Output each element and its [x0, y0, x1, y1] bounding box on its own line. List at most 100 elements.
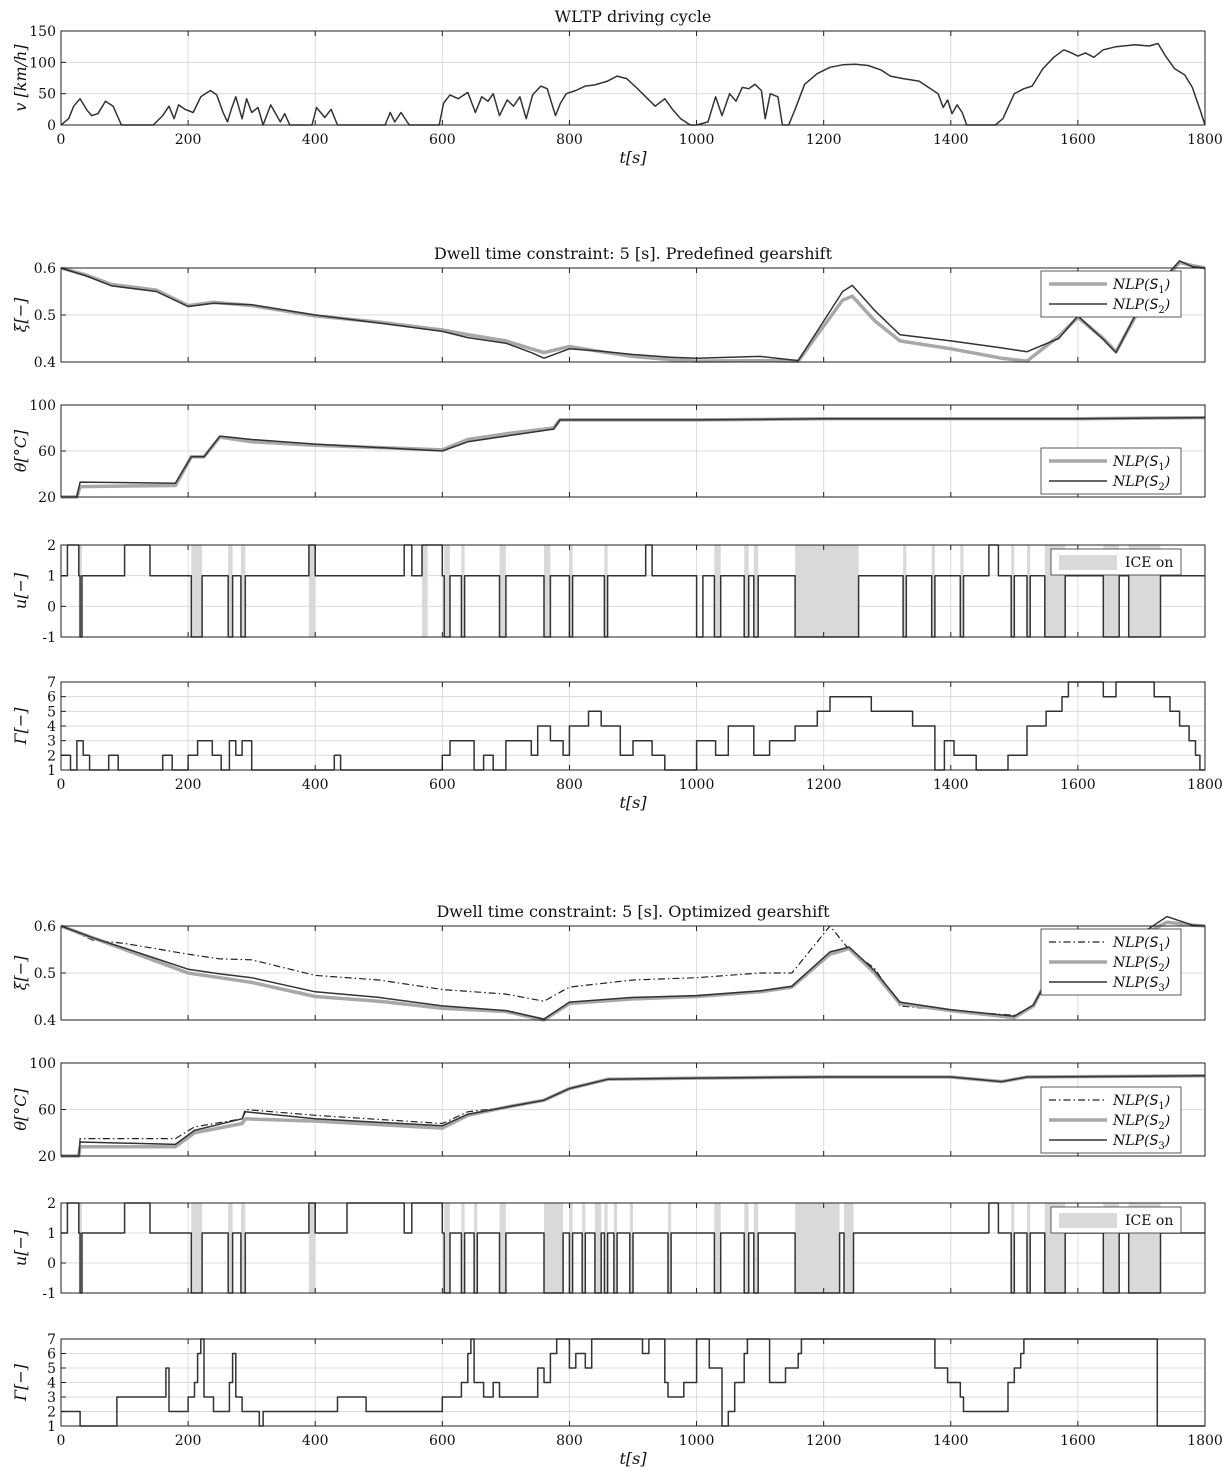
- series-line-main: [61, 44, 1205, 126]
- legend: NLP(S1)NLP(S2): [1041, 271, 1181, 317]
- y-tick-label: 0.4: [34, 355, 56, 371]
- series-line-nlps2: [61, 418, 1205, 497]
- y-tick-label: 20: [38, 490, 56, 506]
- x-tick-label: 800: [556, 132, 583, 148]
- chart-title: WLTP driving cycle: [555, 7, 712, 26]
- axes-box: [61, 31, 1205, 125]
- x-tick-label: 400: [302, 132, 329, 148]
- series-line-main: [61, 545, 1205, 637]
- y-axis-label: Γ[−]: [11, 707, 30, 746]
- x-tick-label: 1600: [1060, 132, 1096, 148]
- x-tick-label: 1200: [806, 132, 842, 148]
- x-tick-label: 1200: [806, 777, 842, 793]
- x-tick-label: 400: [302, 1433, 329, 1449]
- ice-on-region: [444, 1203, 450, 1293]
- chart-panel-p3: -1 0 1 2 u[−] ICE on: [11, 538, 1205, 646]
- legend-swatch: [1059, 1213, 1117, 1228]
- y-tick-label: 7: [47, 1332, 56, 1348]
- series-line-nlps1: [61, 418, 1205, 497]
- x-tick-label: 600: [429, 777, 456, 793]
- series-line-nlps1: [61, 1076, 1205, 1156]
- y-tick-label: 2: [47, 538, 56, 554]
- legend: ICE on: [1051, 1207, 1181, 1233]
- y-tick-label: 0.6: [34, 919, 56, 935]
- series-line-nlps3: [61, 917, 1205, 1020]
- y-tick-label: 3: [47, 734, 56, 750]
- y-tick-label: 3: [47, 1390, 56, 1406]
- chart-title: Dwell time constraint: 5 [s]. Predefined…: [434, 244, 833, 263]
- y-tick-label: 0: [47, 118, 56, 134]
- x-axis-label: t[s]: [619, 1449, 647, 1468]
- ice-on-region: [191, 1203, 202, 1293]
- x-tick-label: 0: [57, 132, 66, 148]
- x-tick-label: 1600: [1060, 777, 1096, 793]
- x-axis-label: t[s]: [619, 793, 647, 812]
- y-tick-label: 20: [38, 1149, 56, 1165]
- x-tick-label: 200: [175, 777, 202, 793]
- legend: NLP(S1)NLP(S2)NLP(S3): [1041, 1087, 1181, 1153]
- y-tick-label: 100: [29, 1056, 56, 1072]
- ice-on-region: [714, 1203, 720, 1293]
- x-tick-label: 1400: [933, 1433, 969, 1449]
- y-tick-label: 0: [47, 599, 56, 615]
- y-tick-label: 50: [38, 87, 56, 103]
- y-axis-label: Γ[−]: [11, 1363, 30, 1402]
- chart-panel-p1: 0.4 0.5 0.6 Dwell time constraint: 5 [s]. P…: [11, 244, 1205, 371]
- chart-panel-p2: 20 60 100 θ[°C] NLP(S1)NLP(S2): [11, 398, 1205, 506]
- x-tick-label: 800: [556, 1433, 583, 1449]
- chart-panel-p5: 0.40.50.6Dwell time constraint: 5 [s]. O…: [11, 902, 1205, 1029]
- ice-on-region: [795, 545, 859, 637]
- series-line-nlps1: [61, 262, 1205, 361]
- ice-on-region: [595, 1203, 601, 1293]
- y-tick-label: 1: [47, 1226, 56, 1242]
- ice-on-region: [422, 545, 428, 637]
- ice-on-region: [309, 545, 315, 637]
- y-tick-label: 0.5: [34, 308, 56, 324]
- y-tick-label: 0: [47, 1256, 56, 1272]
- ice-on-region: [714, 545, 720, 637]
- x-tick-label: 1600: [1060, 1433, 1096, 1449]
- y-axis-label: θ[°C]: [11, 1088, 30, 1131]
- x-tick-label: 200: [175, 132, 202, 148]
- y-tick-label: 100: [29, 55, 56, 71]
- x-tick-label: 1000: [679, 1433, 715, 1449]
- ice-on-region: [544, 545, 550, 637]
- series-line-nlps2: [61, 261, 1205, 361]
- x-tick-label: 600: [429, 1433, 456, 1449]
- y-axis-label: θ[°C]: [11, 429, 30, 472]
- ice-on-region: [191, 545, 202, 637]
- y-tick-label: 7: [47, 675, 56, 691]
- x-tick-label: 1800: [1187, 1433, 1223, 1449]
- x-tick-label: 800: [556, 777, 583, 793]
- y-tick-label: 4: [47, 719, 56, 735]
- y-tick-label: -1: [42, 1286, 56, 1302]
- y-tick-label: -1: [42, 630, 56, 646]
- x-tick-label: 1800: [1187, 132, 1223, 148]
- y-tick-label: 4: [47, 1376, 56, 1392]
- series-line-nlps3: [61, 1076, 1205, 1156]
- y-tick-label: 0.6: [34, 261, 56, 277]
- y-tick-label: 60: [38, 444, 56, 460]
- chart-panel-p4: 0 200 400 600 800 1000 1200 1400 1600 18001234567…: [11, 675, 1223, 812]
- x-tick-label: 0: [57, 777, 66, 793]
- y-tick-label: 6: [47, 1347, 56, 1363]
- x-tick-label: 1400: [933, 777, 969, 793]
- x-tick-label: 1400: [933, 132, 969, 148]
- chart-panel-p6: 20 60 100 θ[°C] NLP(S1)NLP(S2)NLP(S3): [11, 1056, 1205, 1165]
- series-line-nlps2: [61, 1076, 1205, 1156]
- y-tick-label: 2: [47, 748, 56, 764]
- y-tick-label: 60: [38, 1103, 56, 1119]
- x-axis-label: t[s]: [619, 148, 647, 167]
- y-tick-label: 1: [47, 1419, 56, 1435]
- ice-on-region: [500, 545, 506, 637]
- legend: NLP(S1)NLP(S2)NLP(S3): [1041, 929, 1181, 995]
- ice-on-region: [444, 545, 450, 637]
- y-tick-label: 2: [47, 1196, 56, 1212]
- ice-on-region: [309, 1203, 315, 1293]
- y-axis-label: ξ[−]: [11, 297, 30, 332]
- y-tick-label: 150: [29, 24, 56, 40]
- legend-label: ICE on: [1125, 1213, 1173, 1229]
- ice-on-region: [544, 1203, 563, 1293]
- y-tick-label: 6: [47, 690, 56, 706]
